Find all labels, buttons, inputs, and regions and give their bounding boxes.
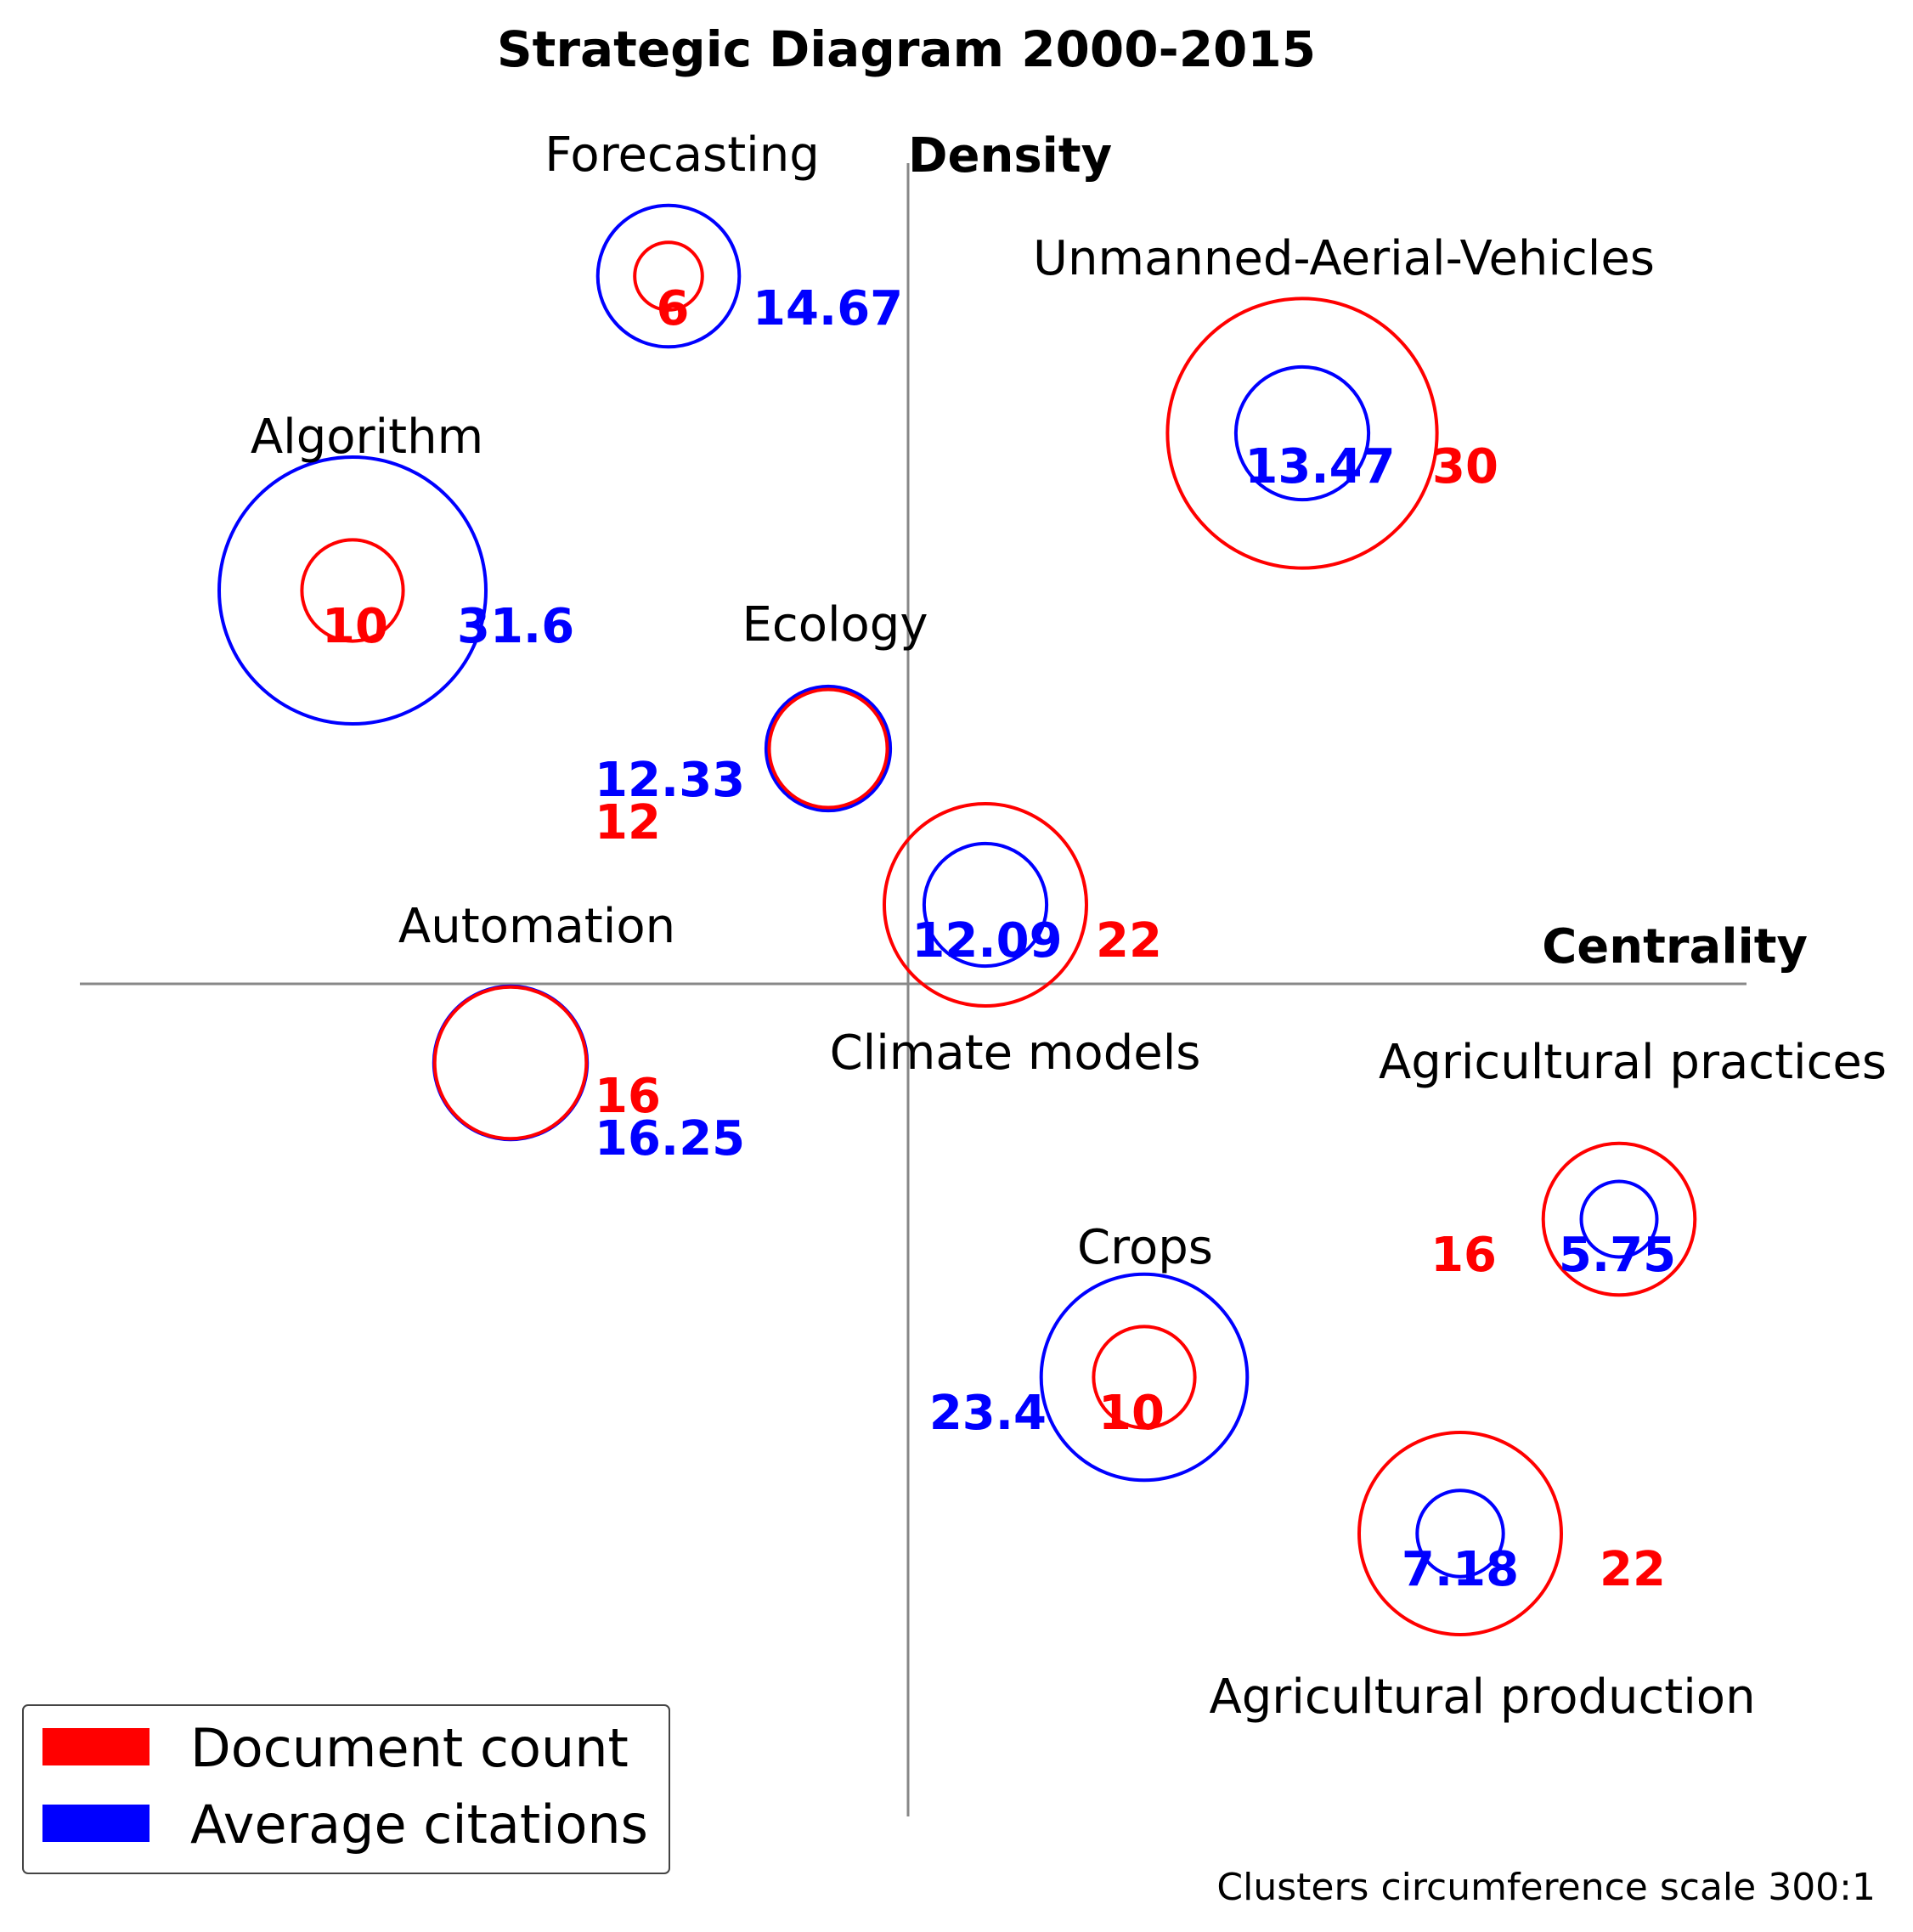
citations-value-forecasting: 14.67 (753, 281, 903, 336)
documents-value-algorithm: 10 (322, 599, 388, 654)
documents-circle-forecasting (633, 240, 704, 312)
documents-value-unmanned-aerial-vehicles: 30 (1432, 439, 1498, 494)
documents-value-agricultural-practices: 16 (1431, 1228, 1497, 1283)
cluster-algorithm: Algorithm 31.6 10 (217, 410, 574, 726)
cluster-agricultural-practices: Agricultural practices 5.75 16 (1379, 1035, 1887, 1297)
documents-circle-algorithm (300, 538, 405, 643)
legend-swatch-document-count (42, 1728, 150, 1765)
legend: Document count Average citations (22, 1704, 670, 1874)
x-axis-label: Centrality (1542, 919, 1808, 974)
cluster-forecasting: Forecasting 14.67 6 (545, 127, 903, 349)
citations-value-unmanned-aerial-vehicles: 13.47 (1244, 439, 1395, 494)
documents-value-automation: 16 (595, 1069, 661, 1124)
cluster-label-unmanned-aerial-vehicles: Unmanned-Aerial-Vehicles (1033, 231, 1655, 286)
y-axis-label: Density (908, 128, 1112, 184)
chart-title: Strategic Diagram 2000-2015 (497, 20, 1316, 78)
citations-value-automation: 16.25 (595, 1111, 745, 1167)
cluster-unmanned-aerial-vehicles: Unmanned-Aerial-Vehicles 13.47 30 (1033, 231, 1655, 570)
cluster-label-algorithm: Algorithm (251, 410, 483, 465)
citations-circle-climate-models (922, 841, 1049, 969)
citations-value-ecology: 12.33 (595, 753, 745, 808)
documents-circle-automation (432, 985, 589, 1141)
documents-circle-agricultural-production (1357, 1431, 1563, 1636)
citations-circle-crops (1039, 1272, 1250, 1483)
cluster-label-climate-models: Climate models (830, 1025, 1201, 1081)
scale-note: Clusters circumference scale 300:1 (1216, 1866, 1876, 1909)
documents-value-forecasting: 6 (657, 281, 690, 336)
legend-label-average-citations: Average citations (190, 1794, 648, 1856)
citations-circle-unmanned-aerial-vehicles (1233, 364, 1371, 502)
citations-circle-ecology (764, 684, 893, 813)
documents-circle-unmanned-aerial-vehicles (1165, 297, 1439, 570)
documents-circle-agricultural-practices (1541, 1141, 1697, 1297)
cluster-label-ecology: Ecology (742, 597, 928, 652)
citations-value-climate-models: 12.09 (911, 913, 1062, 969)
cluster-agricultural-production: Agricultural production 7.18 22 (1209, 1431, 1756, 1725)
citations-value-agricultural-practices: 5.75 (1559, 1228, 1676, 1283)
documents-circle-climate-models (883, 802, 1088, 1008)
cluster-crops: Crops 23.4 10 (929, 1220, 1250, 1483)
clusters: Forecasting 14.67 6 Unmanned-Aerial-Vehicle… (217, 127, 1887, 1725)
cluster-label-agricultural-practices: Agricultural practices (1379, 1035, 1887, 1090)
citations-circle-algorithm (217, 455, 488, 726)
documents-circle-ecology (767, 687, 889, 810)
documents-value-crops: 10 (1098, 1386, 1165, 1441)
citations-value-agricultural-production: 7.18 (1402, 1542, 1519, 1597)
citations-circle-forecasting (595, 203, 742, 349)
documents-circle-crops (1092, 1325, 1197, 1430)
legend-swatch-average-citations (42, 1805, 150, 1842)
documents-value-climate-models: 22 (1096, 913, 1162, 969)
documents-value-agricultural-production: 22 (1600, 1542, 1666, 1597)
citations-circle-agricultural-practices (1579, 1179, 1659, 1259)
cluster-climate-models: Climate models 12.09 22 (830, 802, 1201, 1081)
cluster-label-forecasting: Forecasting (545, 127, 820, 183)
citations-circle-agricultural-production (1415, 1489, 1505, 1579)
cluster-label-agricultural-production: Agricultural production (1209, 1669, 1755, 1725)
cluster-label-automation: Automation (398, 899, 675, 954)
legend-label-document-count: Document count (190, 1717, 629, 1779)
citations-value-algorithm: 31.6 (457, 599, 574, 654)
cluster-label-crops: Crops (1077, 1220, 1213, 1275)
documents-value-ecology: 12 (595, 795, 661, 850)
citations-value-crops: 23.4 (929, 1386, 1047, 1441)
legend-box (22, 1704, 670, 1874)
